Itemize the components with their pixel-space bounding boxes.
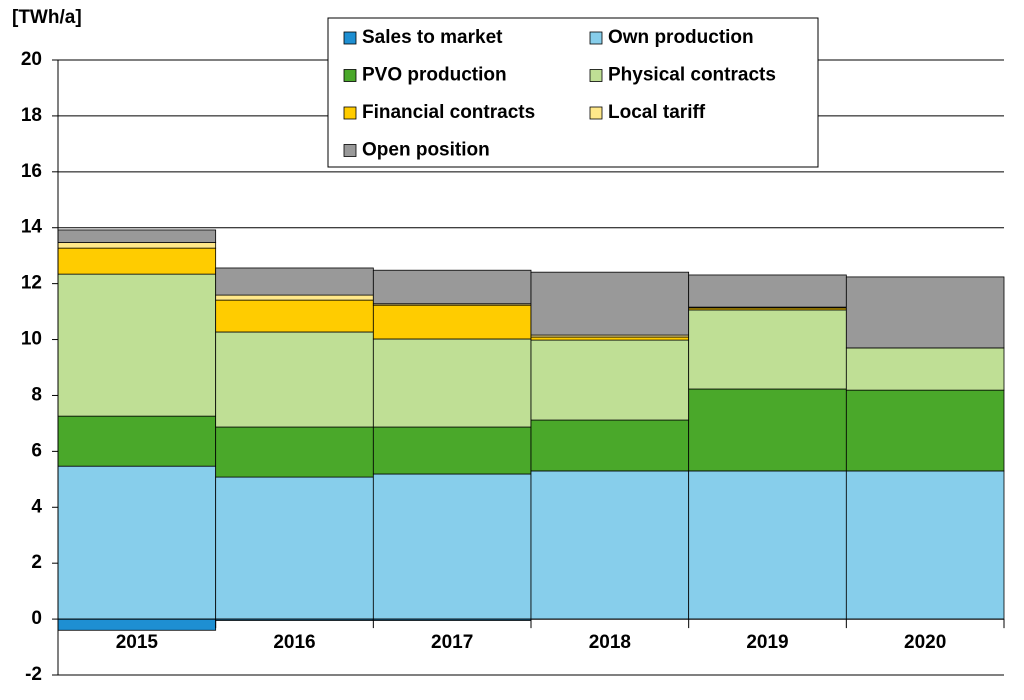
bar-segment (530, 470, 690, 620)
bar-segment (530, 271, 690, 336)
bar-segment (372, 473, 532, 620)
bar-segment (215, 294, 374, 301)
legend-swatch (589, 106, 603, 120)
bar-segment (215, 267, 374, 296)
bar-segment (215, 476, 374, 620)
legend-swatch (343, 106, 357, 120)
y-tick-label: 8 (31, 384, 42, 405)
legend-swatch (589, 69, 603, 82)
legend-label: Local tariff (608, 102, 706, 123)
x-tick-label: 2015 (116, 632, 159, 653)
bar-segment (688, 470, 847, 620)
y-tick-label: 4 (31, 496, 42, 517)
y-tick-label: 6 (31, 440, 42, 461)
x-tick-label: 2016 (273, 632, 315, 653)
bar-segment (372, 338, 532, 428)
y-tick-label: 10 (21, 329, 42, 350)
legend-label: Sales to market (362, 27, 503, 48)
y-tick-label: 0 (31, 608, 42, 629)
y-tick-label: 20 (21, 49, 42, 70)
bar-segment (57, 247, 217, 275)
bar-segment (845, 276, 1005, 349)
bar-segment (688, 309, 847, 390)
x-tick-label: 2017 (431, 632, 473, 653)
bar-segment (530, 419, 690, 472)
bar-segment (215, 426, 374, 478)
bar-segment (688, 388, 847, 472)
legend-label: PVO production (362, 65, 507, 86)
bar-segment (372, 269, 532, 305)
bar-segment (215, 331, 374, 428)
x-tick-label: 2020 (904, 632, 946, 653)
legend-label: Physical contracts (608, 65, 776, 86)
legend-label: Own production (608, 27, 754, 48)
x-tick-label: 2019 (746, 632, 788, 653)
x-tick-label: 2018 (589, 632, 631, 653)
legend: Sales to market Own production PVO product… (327, 17, 819, 168)
y-tick-label: 16 (21, 161, 42, 182)
legend-box (327, 17, 819, 168)
legend-label: Open position (362, 140, 490, 161)
bar-segment (57, 465, 217, 620)
bar-segment (215, 299, 374, 333)
y-tick-label: 18 (21, 105, 42, 126)
y-tick-label: -2 (25, 664, 42, 685)
bar-segment (372, 426, 532, 475)
bar-segment (57, 618, 217, 631)
bar-segment (688, 274, 847, 308)
y-tick-label: 12 (21, 273, 42, 294)
bar-segment (845, 389, 1005, 472)
bar-segment (57, 415, 217, 467)
bar-segment (530, 339, 690, 421)
bar-segment (845, 470, 1005, 620)
y-tick-label: 14 (21, 217, 43, 238)
legend-swatch (343, 31, 357, 45)
bar-segment (57, 229, 217, 243)
y-tick-label: 2 (31, 552, 42, 573)
bar-segment (57, 273, 217, 417)
bar-segment (57, 242, 217, 249)
bar-segment (372, 304, 532, 340)
bar-segment (845, 347, 1005, 391)
legend-swatch (589, 31, 603, 45)
legend-swatch (343, 144, 357, 157)
y-axis-label: [TWh/a] (12, 7, 82, 28)
bar-segment (530, 336, 690, 341)
legend-swatch (343, 69, 357, 82)
legend-label: Financial contracts (362, 102, 535, 123)
